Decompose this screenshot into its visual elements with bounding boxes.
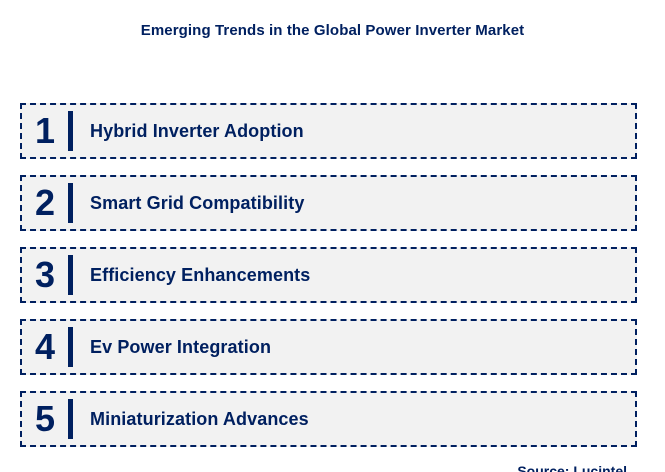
trend-number: 3	[34, 254, 56, 295]
number-divider-bar	[68, 183, 73, 223]
number-divider-bar	[68, 255, 73, 295]
trend-row-1: 1 Hybrid Inverter Adoption	[20, 103, 637, 159]
trend-label: Hybrid Inverter Adoption	[90, 120, 304, 141]
trend-row-2: 2 Smart Grid Compatibility	[20, 175, 637, 231]
trend-label: Ev Power Integration	[90, 336, 272, 357]
number-divider-bar	[68, 327, 73, 367]
trend-row-3: 3 Efficiency Enhancements	[20, 247, 637, 303]
trend-list: 1 Hybrid Inverter Adoption 2 Smart Grid …	[20, 103, 637, 463]
source-label: Source: Lucintel	[517, 463, 627, 472]
trend-label: Smart Grid Compatibility	[90, 192, 305, 213]
number-divider-bar	[68, 399, 73, 439]
trend-number: 2	[34, 182, 56, 223]
number-divider-bar	[68, 111, 73, 151]
trend-label: Miniaturization Advances	[90, 408, 309, 429]
trend-number: 4	[34, 326, 56, 367]
trend-row-5: 5 Miniaturization Advances	[20, 391, 637, 447]
trend-number: 1	[34, 110, 56, 151]
trend-row-4: 4 Ev Power Integration	[20, 319, 637, 375]
trend-number: 5	[34, 398, 56, 439]
trend-label: Efficiency Enhancements	[90, 264, 311, 285]
infographic-page: Emerging Trends in the Global Power Inve…	[0, 22, 665, 472]
page-title: Emerging Trends in the Global Power Inve…	[140, 22, 525, 39]
